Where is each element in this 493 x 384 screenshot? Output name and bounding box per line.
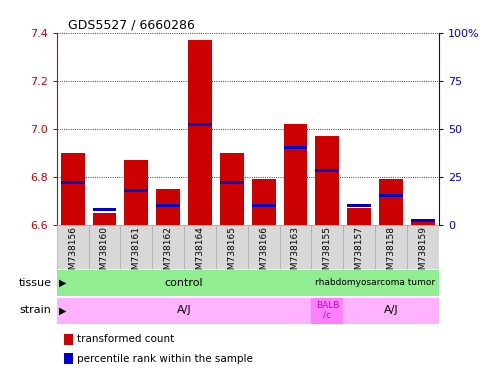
Text: GDS5527 / 6660286: GDS5527 / 6660286 (68, 18, 195, 31)
Bar (316, 136, 339, 225)
Text: GSM738162: GSM738162 (164, 226, 173, 281)
Bar (152, 225, 184, 269)
Text: percentile rank within the sample: percentile rank within the sample (76, 354, 252, 364)
Text: transformed count: transformed count (76, 334, 174, 344)
Bar (64, 334, 73, 345)
Bar (188, 123, 212, 126)
Text: GSM738165: GSM738165 (227, 226, 236, 281)
Bar (57, 298, 312, 323)
Bar (280, 225, 312, 269)
Bar (283, 146, 308, 149)
Bar (411, 222, 435, 225)
Bar (312, 270, 439, 295)
Bar (64, 353, 73, 364)
Text: GSM738158: GSM738158 (387, 226, 395, 281)
Bar (120, 225, 152, 269)
Bar (252, 204, 276, 207)
Bar (93, 208, 116, 211)
Bar (220, 181, 244, 184)
Text: ▶: ▶ (59, 278, 67, 288)
Text: control: control (165, 278, 204, 288)
Bar (343, 225, 375, 269)
Bar (252, 179, 276, 225)
Text: ▶: ▶ (59, 305, 67, 315)
Bar (316, 169, 339, 172)
Bar (57, 270, 312, 295)
Text: BALB
/c: BALB /c (316, 301, 339, 320)
Text: A/J: A/J (384, 305, 398, 315)
Bar (61, 181, 85, 184)
Bar (184, 225, 216, 269)
Bar (375, 225, 407, 269)
Text: GSM738166: GSM738166 (259, 226, 268, 281)
Bar (124, 189, 148, 192)
Bar (312, 225, 343, 269)
Text: tissue: tissue (19, 278, 52, 288)
Bar (411, 219, 435, 222)
Bar (220, 153, 244, 225)
Text: GSM738160: GSM738160 (100, 226, 109, 281)
Bar (188, 40, 212, 225)
Bar (247, 225, 280, 269)
Bar (156, 189, 180, 225)
Text: GSM738157: GSM738157 (354, 226, 364, 281)
Text: GSM738155: GSM738155 (323, 226, 332, 281)
Bar (283, 124, 308, 225)
Text: GSM738159: GSM738159 (419, 226, 427, 281)
Bar (347, 204, 371, 207)
Text: GSM738161: GSM738161 (132, 226, 141, 281)
Bar (124, 160, 148, 225)
Text: GSM738156: GSM738156 (68, 226, 77, 281)
Bar (89, 225, 120, 269)
Bar (347, 208, 371, 225)
Bar (57, 225, 89, 269)
Bar (156, 204, 180, 207)
Text: GSM738163: GSM738163 (291, 226, 300, 281)
Text: GSM738164: GSM738164 (195, 226, 205, 281)
Text: strain: strain (20, 305, 52, 315)
Bar (379, 179, 403, 225)
Bar (216, 225, 247, 269)
Bar (93, 213, 116, 225)
Text: rhabdomyosarcoma tumor: rhabdomyosarcoma tumor (315, 278, 435, 287)
Bar (343, 298, 439, 323)
Text: A/J: A/J (177, 305, 191, 315)
Bar (407, 225, 439, 269)
Bar (61, 153, 85, 225)
Bar (312, 298, 343, 323)
Bar (379, 194, 403, 197)
